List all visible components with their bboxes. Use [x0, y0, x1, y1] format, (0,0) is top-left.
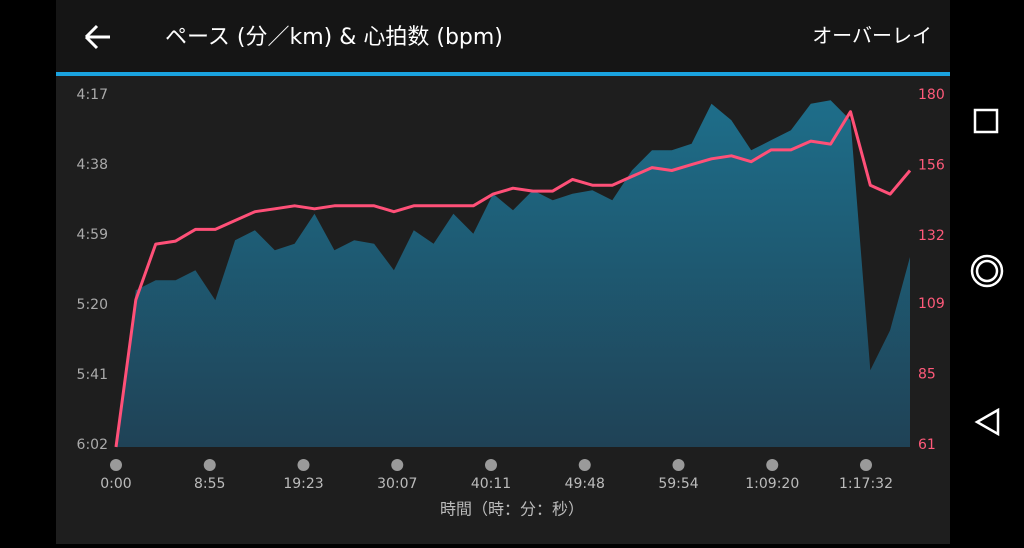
y2-tick-label: 85 — [918, 366, 936, 382]
overlay-button[interactable]: オーバーレイ — [812, 24, 932, 48]
y-tick-label: 4:17 — [77, 87, 108, 103]
y-tick-label: 5:20 — [77, 297, 108, 313]
back-button[interactable] — [84, 24, 110, 50]
y-tick-label: 6:02 — [77, 437, 108, 453]
x-axis-title: 時間（時：分：秒） — [440, 500, 584, 519]
pace-area — [116, 100, 910, 448]
x-tick-label: 49:48 — [565, 476, 605, 492]
x-tick-dot — [297, 459, 310, 471]
y-tick-label: 5:41 — [77, 367, 108, 383]
x-tick-label: 30:07 — [377, 476, 417, 492]
recent-apps[interactable] — [973, 108, 999, 134]
toolbar — [56, 0, 950, 72]
x-tick-label: 0:00 — [100, 476, 131, 492]
x-tick-dot — [485, 459, 497, 471]
x-tick-dot — [578, 459, 591, 471]
back-nav[interactable] — [974, 407, 1000, 437]
x-tick-label: 19:23 — [283, 476, 323, 492]
y2-tick-label: 132 — [918, 228, 945, 244]
y2-tick-label: 180 — [918, 87, 945, 103]
x-tick-dot — [391, 459, 404, 471]
x-tick-dot — [766, 459, 779, 471]
x-tick-label: 1:09:20 — [745, 476, 799, 492]
x-tick-label: 40:11 — [471, 476, 511, 492]
x-tick-dot — [110, 459, 122, 471]
tab-indicator — [56, 72, 950, 76]
y-tick-label: 4:38 — [77, 157, 108, 173]
home[interactable] — [970, 254, 1004, 288]
y-tick-label: 4:59 — [77, 227, 108, 243]
heart-rate-line — [114, 110, 912, 448]
x-tick-label: 1:17:32 — [839, 476, 893, 492]
y2-tick-label: 156 — [918, 158, 945, 174]
x-tick-label: 8:55 — [194, 476, 225, 492]
x-tick-dot — [860, 459, 872, 471]
y2-tick-label: 109 — [918, 296, 945, 312]
screen-title: ペース (分／km) & 心拍数 (bpm) — [165, 25, 503, 50]
x-tick-dot — [672, 459, 685, 471]
home-inner — [975, 259, 999, 283]
y2-tick-label: 61 — [918, 437, 936, 453]
x-tick-dot — [203, 459, 216, 471]
x-tick-label: 59:54 — [658, 476, 698, 492]
